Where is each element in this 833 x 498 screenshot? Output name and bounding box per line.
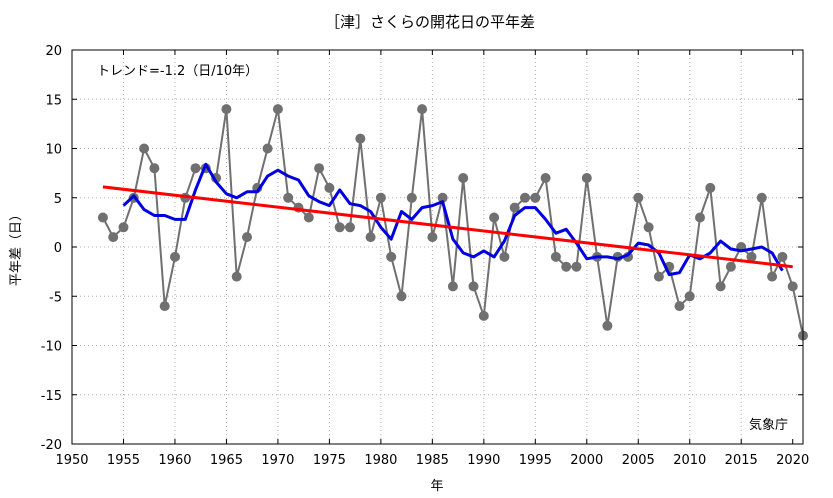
x-axis: 1950 1955 1960 1965 1970 1975 1980 1985 1990 1995…: [55, 50, 809, 468]
observed-point: [314, 163, 325, 174]
observed-point: [221, 104, 232, 115]
observed-point: [767, 271, 778, 282]
y-tick-label: 5: [54, 192, 62, 207]
observed-point: [602, 320, 613, 331]
observed-point: [633, 192, 644, 203]
x-tick-label: 1995: [519, 453, 552, 468]
observed-point: [458, 173, 469, 183]
observed-point: [386, 251, 397, 262]
observed-point: [746, 251, 757, 262]
observed-point: [355, 133, 366, 144]
y-tick-label: -15: [41, 389, 62, 404]
observed-point: [97, 212, 108, 223]
observed-point: [695, 212, 705, 223]
observed-point: [468, 281, 479, 292]
x-tick-label: 1960: [158, 453, 191, 468]
observed-point: [417, 104, 428, 115]
observed-point: [684, 291, 695, 302]
observed-point: [159, 301, 170, 312]
trend-line: [102, 185, 793, 269]
x-tick-label: 1965: [210, 453, 243, 468]
observed-point: [324, 182, 335, 193]
chart-title: ［津］さくらの開花日の平年差: [325, 13, 535, 31]
observed-point: [653, 271, 664, 282]
y-tick-label: 20: [45, 44, 62, 59]
x-tick-label: 2010: [673, 453, 706, 468]
observed-point: [272, 104, 283, 115]
observed-point: [725, 261, 736, 272]
observed-point: [427, 232, 438, 243]
y-tick-label: -20: [41, 438, 62, 453]
x-tick-label: 2005: [622, 453, 655, 468]
observed-point: [170, 251, 180, 262]
y-axis: -20 -15 -10 -5 0 5 10 15 20: [41, 44, 803, 453]
observed-point: [550, 251, 561, 262]
observed-point: [705, 182, 716, 193]
observed-point: [365, 232, 376, 243]
observed-point: [787, 281, 798, 292]
x-tick-label: 1975: [313, 453, 346, 468]
x-tick-label: 1955: [107, 453, 140, 468]
observed-point: [447, 281, 458, 292]
observed-point: [509, 202, 520, 213]
observed-point: [643, 222, 654, 233]
observed-point: [520, 192, 530, 203]
observed-point: [231, 271, 242, 282]
observed-point: [406, 192, 417, 203]
x-tick-label: 2000: [570, 453, 603, 468]
y-tick-label: 10: [45, 143, 62, 158]
observed-point: [499, 251, 510, 262]
observed-point: [283, 192, 294, 203]
observed-point: [777, 251, 788, 262]
observed-point: [489, 212, 500, 223]
x-axis-label: 年: [430, 479, 443, 494]
observed-point: [190, 163, 201, 174]
observed-point: [530, 192, 541, 203]
moving-average-line: [122, 162, 784, 277]
observed-point: [581, 173, 592, 183]
grid-lines: [72, 50, 803, 444]
observed-point: [478, 310, 489, 321]
observed-point: [396, 291, 407, 302]
observed-point: [303, 212, 314, 223]
observed-point: [540, 173, 551, 183]
y-tick-label: -5: [49, 290, 62, 305]
observed-point: [674, 301, 685, 312]
x-tick-label: 1980: [364, 453, 397, 468]
x-tick-label: 1985: [416, 453, 449, 468]
source-label: 気象庁: [749, 417, 788, 433]
observed-point: [118, 222, 129, 233]
plot-frame: [71, 49, 804, 445]
y-tick-label: 0: [54, 241, 62, 256]
observed-point: [149, 163, 160, 174]
observed-point: [571, 261, 582, 272]
observed-point: [108, 232, 119, 243]
observed-point: [139, 143, 150, 154]
observed-point: [345, 222, 355, 233]
x-tick-label: 2015: [725, 453, 758, 468]
observed-point: [242, 232, 252, 243]
observed-point: [437, 192, 448, 203]
observed-point: [561, 261, 572, 272]
x-tick-label: 1990: [467, 453, 500, 468]
observed-point: [756, 192, 767, 203]
y-axis-label: 平年差（日）: [9, 208, 24, 286]
y-tick-label: -10: [41, 340, 62, 355]
observed-point: [375, 192, 386, 203]
trend-label: トレンド=-1.2（日/10年）: [97, 64, 258, 79]
y-tick-label: 15: [45, 93, 62, 108]
observed-point: [715, 281, 726, 292]
observed-point: [334, 222, 345, 233]
x-tick-label: 1970: [261, 453, 294, 468]
observed-line: [102, 108, 804, 336]
x-tick-label: 2020: [776, 453, 809, 468]
observed-point: [262, 143, 273, 154]
x-tick-label: 1950: [55, 453, 88, 468]
series-layer: [97, 104, 808, 341]
